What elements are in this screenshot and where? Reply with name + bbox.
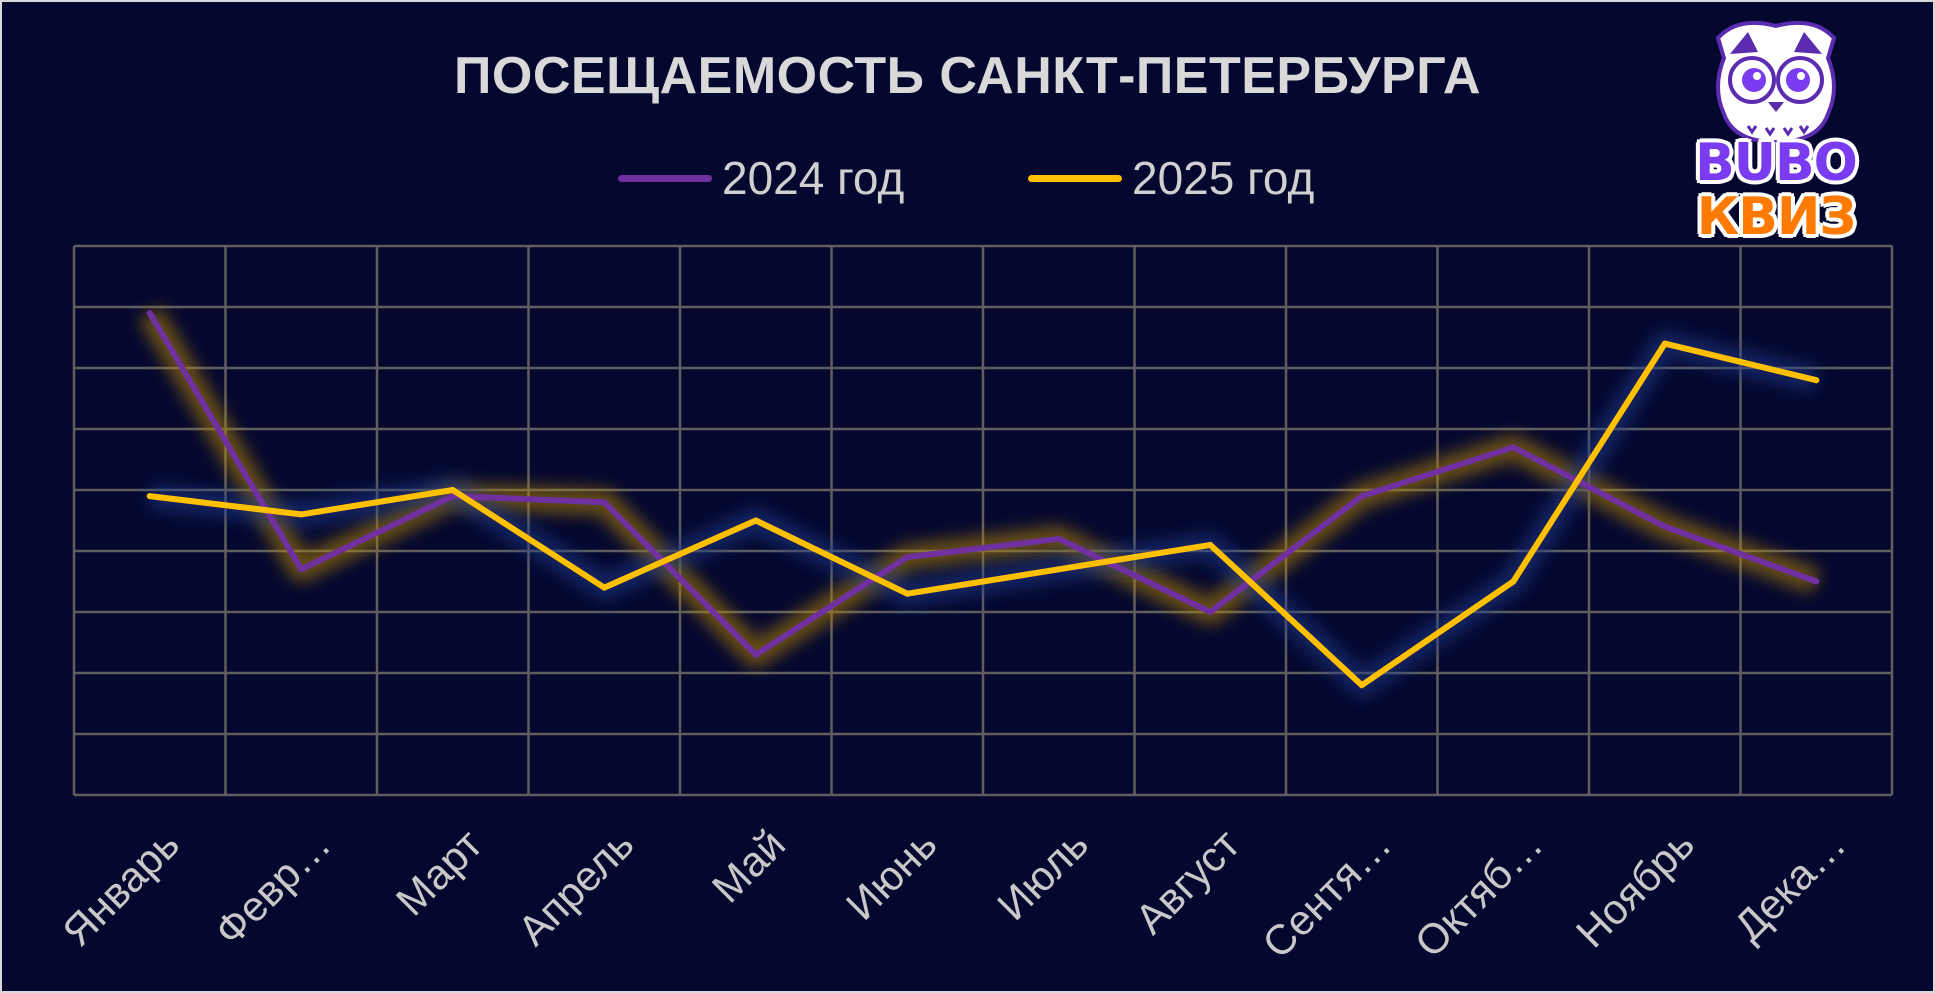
x-tick-label: Март	[387, 820, 491, 924]
data-point	[1813, 377, 1820, 384]
data-point	[904, 554, 911, 561]
data-point	[1207, 609, 1214, 615]
series-line-2024 год	[146, 310, 1820, 658]
data-point	[752, 517, 759, 524]
data-point	[601, 499, 608, 506]
series-line-2025 год	[146, 340, 1820, 689]
data-point	[1510, 578, 1517, 585]
data-point	[298, 566, 305, 573]
data-point	[1358, 493, 1365, 500]
bubo-quiz-logo: BUBO КВИЗ	[1678, 18, 1874, 246]
data-point	[904, 590, 911, 597]
x-tick-label: Февр…	[205, 820, 339, 954]
chart-title: ПОСЕЩАЕМОСТЬ САНКТ-ПЕТЕРБУРГА	[454, 47, 1481, 105]
data-point	[1207, 541, 1214, 548]
data-point	[1358, 682, 1365, 689]
data-point	[1813, 578, 1820, 585]
x-tick-label: Август	[1126, 820, 1249, 943]
x-tick-label: Июнь	[837, 820, 946, 929]
x-tick-label: Май	[703, 820, 794, 911]
legend-item-2025: 2025 год	[1028, 150, 1314, 206]
legend-swatch-2025	[1028, 174, 1122, 182]
x-tick-label: Октяб…	[1406, 820, 1552, 966]
data-point	[1510, 444, 1517, 451]
data-point	[146, 493, 153, 500]
data-point	[1055, 535, 1062, 542]
data-point	[1055, 566, 1062, 573]
data-point	[146, 310, 153, 317]
legend-item-2024: 2024 год	[618, 150, 904, 206]
legend-swatch-2024	[618, 174, 712, 182]
logo-text-bubo: BUBO	[1695, 133, 1858, 193]
data-point	[298, 511, 305, 518]
data-point	[1661, 340, 1668, 347]
x-tick-labels: Январь Февр… Март Апрель Май Июнь Июль Август Се…	[53, 820, 1855, 967]
x-tick-label: Июль	[988, 820, 1097, 929]
data-point	[601, 584, 608, 591]
data-point	[752, 651, 759, 658]
legend-label-2024: 2024 год	[722, 152, 905, 204]
series-lines	[146, 310, 1820, 689]
legend-label-2025: 2025 год	[1132, 152, 1315, 204]
data-point	[1661, 523, 1668, 530]
owl-icon	[1715, 20, 1837, 145]
x-tick-label: Январь	[53, 820, 188, 955]
data-point	[449, 493, 456, 500]
x-tick-label: Сентя…	[1253, 820, 1400, 967]
x-tick-label: Ноябрь	[1567, 820, 1703, 956]
chart-grid	[72, 244, 1894, 797]
logo-text-kviz: КВИЗ	[1696, 187, 1857, 247]
data-point	[449, 487, 456, 493]
x-tick-label: Дека…	[1725, 820, 1855, 950]
x-tick-label: Апрель	[509, 820, 643, 954]
